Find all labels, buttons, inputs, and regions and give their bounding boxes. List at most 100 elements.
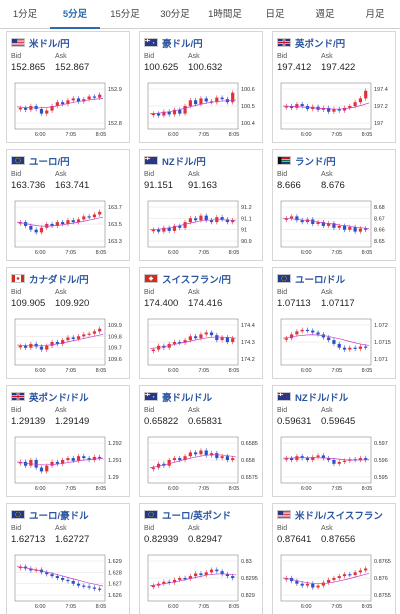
candle-body (61, 340, 65, 344)
price-chart: 8.68 8.67 8.66 8.65 6:00 7:05 8:05 (280, 200, 385, 256)
tab-7[interactable]: 月足 (365, 9, 385, 20)
currency-card[interactable]: ユーロ/円 Bid Ask 163.736 163.741 163.7 163.5 163.3… (6, 149, 130, 261)
gb-flag-icon (277, 38, 291, 47)
chart-container[interactable]: 109.9 109.8 109.7 109.6 6:00 7:05 8:05 (11, 315, 127, 375)
tab-5[interactable]: 日足 (265, 9, 285, 20)
chart-container[interactable]: 174.4 174.3 174.2 6:00 7:05 8:05 (144, 315, 260, 375)
chart-container[interactable]: 91.2 91.1 91 90.9 6:00 7:05 8:05 (144, 197, 260, 257)
tab-4[interactable]: 1時間足 (208, 9, 242, 20)
pair-name-link[interactable]: ユーロ/英ポンド (162, 510, 232, 522)
candle-body (82, 456, 86, 459)
bid-value: 0.65822 (144, 416, 179, 427)
candle-body (311, 219, 315, 224)
chart-container[interactable]: 0.8765 0.876 0.8755 6:00 7:05 8:05 (277, 551, 393, 611)
chart-container[interactable]: 1.629 1.628 1.627 1.626 6:00 7:05 8:05 (11, 551, 127, 611)
pair-name-link[interactable]: NZドル/円 (162, 156, 206, 168)
pair-name-link[interactable]: ユーロ/ドル (295, 274, 346, 286)
currency-card[interactable]: カナダドル/円 Bid Ask 109.905 109.920 109.9 109.8 109… (6, 267, 130, 379)
candle-body (316, 585, 320, 588)
candle-body (151, 585, 155, 588)
pair-name-link[interactable]: ユーロ/円 (29, 156, 70, 168)
currency-card[interactable]: NZドル/ドル Bid Ask 0.59631 0.59645 0.597 0.596 0.5… (272, 385, 396, 497)
pair-name-link[interactable]: 米ドル/スイスフラン (295, 510, 383, 522)
ask-value: 109.920 (55, 298, 90, 309)
pair-name-link[interactable]: NZドル/ドル (295, 392, 349, 404)
currency-card[interactable]: 豪ドル/ドル Bid Ask 0.65822 0.65831 0.6585 0.658 0.6… (139, 385, 263, 497)
currency-card[interactable]: ユーロ/ドル Bid Ask 1.07113 1.07117 1.072 1.0715 1.0… (272, 267, 396, 379)
price-chart: 0.8765 0.876 0.8755 6:00 7:05 8:05 (280, 554, 391, 610)
ask-label: Ask (321, 53, 333, 60)
tab-2[interactable]: 15分足 (110, 9, 140, 20)
pair-name-link[interactable]: 英ポンド/ドル (29, 392, 89, 404)
candle-body (199, 334, 203, 339)
chart-container[interactable]: 100.6 100.5 100.4 6:00 7:05 8:05 (144, 79, 260, 139)
chart-container[interactable]: 0.6585 0.658 0.6575 6:00 7:05 8:05 (144, 433, 260, 493)
pair-name-link[interactable]: カナダドル/円 (29, 274, 89, 286)
candle-body (92, 214, 97, 218)
pair-name-link[interactable]: 米ドル/円 (29, 38, 70, 50)
candle-body (167, 227, 171, 231)
candle-body (151, 467, 155, 470)
tab-1[interactable]: 5分足 (50, 0, 100, 29)
candle-body (66, 579, 70, 582)
currency-card[interactable]: ユーロ/英ポンド Bid Ask 0.82939 0.82947 0.83 0.8295 0.… (139, 503, 263, 614)
candle-body (358, 228, 363, 232)
candle-body (172, 458, 177, 460)
moving-average-line (16, 98, 104, 109)
pair-name-link[interactable]: 英ポンド/円 (295, 38, 346, 50)
ask-value: 91.163 (188, 180, 218, 191)
chart-container[interactable]: 8.68 8.67 8.66 8.65 6:00 7:05 8:05 (277, 197, 393, 257)
tab-3[interactable]: 30分足 (160, 9, 190, 20)
candle-body (92, 587, 97, 589)
tab-6[interactable]: 週足 (315, 9, 335, 20)
x-tick-label: 8:05 (96, 486, 107, 492)
currency-card[interactable]: ユーロ/豪ドル Bid Ask 1.62713 1.62727 1.629 1.628 1.6… (6, 503, 130, 614)
candle-body (183, 456, 187, 460)
bid-label: Bid (11, 525, 22, 532)
candle-body (167, 581, 171, 583)
eu-flag-icon (11, 156, 25, 165)
currency-card[interactable]: 英ポンド/ドル Bid Ask 1.29139 1.29149 1.292 1.291 1.2… (6, 385, 130, 497)
candle-body (321, 582, 325, 586)
currency-card[interactable]: スイスフラン/円 Bid Ask 174.400 174.416 174.4 174.3 17… (139, 267, 263, 379)
ask-label: Ask (321, 171, 333, 178)
currency-card[interactable]: 米ドル/円 Bid Ask 152.865 152.867 152.9 152.8 6:00 7… (6, 31, 130, 143)
x-tick-label: 7:05 (65, 250, 76, 256)
x-tick-label: 6:00 (301, 604, 312, 610)
y-tick-label: 163.7 (108, 205, 122, 211)
pair-name-link[interactable]: ユーロ/豪ドル (29, 510, 89, 522)
pair-name-link[interactable]: 豪ドル/円 (162, 38, 203, 50)
chart-container[interactable]: 0.83 0.8295 0.829 6:00 7:05 8:05 (144, 551, 260, 611)
chart-container[interactable]: 1.292 1.291 1.29 6:00 7:05 8:05 (11, 433, 127, 493)
pair-name-link[interactable]: 豪ドル/ドル (162, 392, 213, 404)
chart-container[interactable]: 152.9 152.8 6:00 7:05 8:05 (11, 79, 127, 139)
candle-body (199, 450, 203, 455)
x-tick-label: 6:00 (168, 250, 179, 256)
candle-body (92, 96, 97, 98)
pair-name-link[interactable]: ランド/円 (295, 156, 336, 168)
currency-card[interactable]: 米ドル/スイスフラン Bid Ask 0.87641 0.87656 0.8765 0.87… (272, 503, 396, 614)
candle-body (82, 216, 86, 220)
candle-body (327, 107, 331, 112)
candle-body (188, 576, 192, 579)
chart-container[interactable]: 163.7 163.5 163.3 6:00 7:05 8:05 (11, 197, 127, 257)
pair-name-link[interactable]: スイスフラン/円 (162, 274, 231, 286)
x-tick-label: 6:00 (301, 132, 312, 138)
bid-value: 8.666 (277, 180, 301, 191)
candle-body (289, 458, 294, 460)
candle-body (295, 104, 299, 108)
candle-body (50, 574, 54, 577)
card-header: ユーロ/円 (11, 154, 70, 168)
candle-body (39, 109, 44, 114)
x-tick-label: 6:00 (35, 604, 46, 610)
chart-container[interactable]: 197.4 197.2 197 6:00 7:05 8:05 (277, 79, 393, 139)
currency-card[interactable]: 英ポンド/円 Bid Ask 197.412 197.422 197.4 197.2 197 6… (272, 31, 396, 143)
bid-label: Bid (277, 289, 288, 296)
chart-container[interactable]: 1.072 1.0715 1.071 6:00 7:05 8:05 (277, 315, 393, 375)
tab-0[interactable]: 1分足 (12, 9, 38, 20)
currency-card[interactable]: NZドル/円 Bid Ask 91.151 91.163 91.2 91.1 91 90.9 6:… (139, 149, 263, 261)
chart-container[interactable]: 0.597 0.596 0.595 6:00 7:05 8:05 (277, 433, 393, 493)
candle-body (162, 581, 166, 584)
currency-card[interactable]: ランド/円 Bid Ask 8.666 8.676 8.68 8.67 8.66 8.65 6:0… (272, 149, 396, 261)
currency-card[interactable]: 豪ドル/円 Bid Ask 100.625 100.632 100.6 100.5 100.4… (139, 31, 263, 143)
